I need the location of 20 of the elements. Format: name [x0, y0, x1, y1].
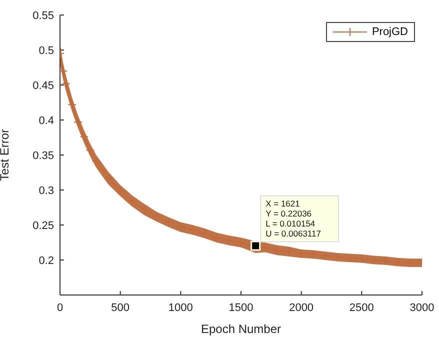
y-tick-label: 0.55: [32, 10, 54, 22]
legend-label: ProjGD: [372, 26, 408, 38]
annotation: X = 1621 Y = 0.22036 L = 0.010154 U = 0.0063117: [266, 198, 322, 239]
y-tick-label: 0.4: [38, 114, 54, 127]
y-tick-label: 0.35: [32, 150, 54, 162]
x-tick-label: 3000: [410, 302, 434, 314]
x-tick-label: 500: [111, 302, 130, 314]
x-axis-title: Epoch Number: [200, 322, 282, 336]
x-tick-label: 1000: [168, 302, 193, 314]
y-tick-label: 0.3: [38, 184, 54, 197]
y-tick-label: 0.5: [38, 44, 54, 57]
y-tick-label: 0.25: [32, 220, 54, 232]
x-tick-label: 2500: [349, 302, 374, 314]
y-axis-title: Test Error: [0, 128, 12, 182]
x-tick-label: 0: [56, 302, 64, 314]
y-tick-label: 0.2: [38, 254, 54, 267]
y-tick-label: 0.45: [32, 80, 54, 92]
x-tick-label: 1500: [228, 302, 254, 314]
data-tip: X = 1621 Y = 0.22036 L = 0.010154 U = 0.0063117: [250, 195, 340, 251]
x-tick-label: 2000: [289, 302, 314, 314]
